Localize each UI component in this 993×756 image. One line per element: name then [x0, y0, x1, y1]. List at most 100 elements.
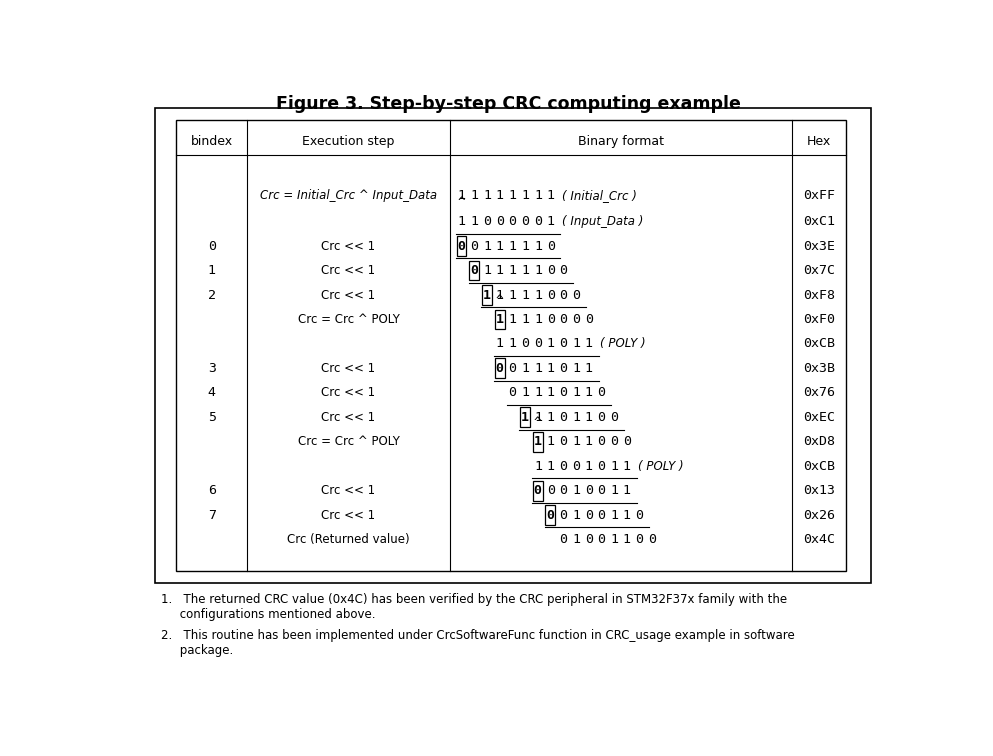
Text: 0: 0: [559, 411, 567, 424]
Text: 1: 1: [585, 435, 593, 448]
Text: 1: 1: [572, 411, 580, 424]
Text: Hex: Hex: [807, 135, 831, 148]
Text: 1: 1: [521, 264, 529, 277]
Text: 0: 0: [547, 264, 555, 277]
Text: 1: 1: [496, 289, 503, 302]
Text: 1: 1: [483, 289, 491, 302]
Text: 1: 1: [508, 289, 516, 302]
Text: 1: 1: [610, 460, 619, 472]
Text: 1: 1: [547, 411, 555, 424]
Text: 0: 0: [521, 215, 529, 228]
Text: 1: 1: [484, 240, 492, 253]
Text: 0x3B: 0x3B: [803, 362, 835, 375]
Text: 0xEC: 0xEC: [803, 411, 835, 424]
Bar: [155, 108, 871, 583]
Text: 0: 0: [585, 533, 593, 546]
Bar: [533, 481, 542, 500]
Text: 0: 0: [559, 362, 567, 375]
Text: 0: 0: [559, 264, 567, 277]
Text: 1: 1: [623, 484, 631, 497]
Text: 0xFF: 0xFF: [803, 189, 835, 202]
Text: Crc (Returned value): Crc (Returned value): [287, 533, 410, 546]
Text: 0xF0: 0xF0: [803, 313, 835, 326]
Text: 1: 1: [623, 460, 631, 472]
Text: 0xCB: 0xCB: [803, 460, 835, 472]
Text: 0: 0: [496, 215, 503, 228]
Text: 0: 0: [559, 460, 567, 472]
Text: 1: 1: [496, 337, 503, 351]
Text: 0: 0: [559, 313, 567, 326]
Bar: [482, 285, 492, 305]
Text: 1: 1: [534, 264, 542, 277]
Text: 0: 0: [533, 484, 542, 497]
Text: 1: 1: [547, 215, 555, 228]
Text: 0: 0: [547, 313, 555, 326]
Text: 0: 0: [471, 240, 479, 253]
Text: 0: 0: [547, 289, 555, 302]
Text: 1: 1: [534, 411, 542, 424]
Text: 0xF8: 0xF8: [803, 289, 835, 302]
Text: 1: 1: [508, 313, 516, 326]
Text: ( POLY ): ( POLY ): [638, 460, 684, 472]
Text: 0x3E: 0x3E: [803, 240, 835, 253]
Text: Crc = Crc ^ POLY: Crc = Crc ^ POLY: [298, 313, 399, 326]
Text: 0: 0: [534, 215, 542, 228]
Text: 0x13: 0x13: [803, 484, 835, 497]
Text: 1: 1: [484, 264, 492, 277]
Text: 1: 1: [585, 460, 593, 472]
Text: 0: 0: [458, 240, 466, 253]
Text: 0: 0: [484, 215, 492, 228]
Text: 1: 1: [572, 533, 580, 546]
Text: 0: 0: [559, 509, 567, 522]
Bar: [533, 432, 542, 451]
Text: ( Input_Data ): ( Input_Data ): [562, 215, 643, 228]
Text: 0: 0: [546, 509, 554, 522]
Text: Crc << 1: Crc << 1: [322, 289, 375, 302]
Text: 1: 1: [585, 362, 593, 375]
Text: 1: 1: [484, 189, 492, 202]
Text: 0x76: 0x76: [803, 386, 835, 399]
Text: 1: 1: [534, 362, 542, 375]
Text: Crc << 1: Crc << 1: [322, 264, 375, 277]
Text: 1: 1: [534, 189, 542, 202]
Text: Crc = Crc ^ POLY: Crc = Crc ^ POLY: [298, 435, 399, 448]
Text: 0x26: 0x26: [803, 509, 835, 522]
Text: 0: 0: [547, 240, 555, 253]
Text: 0: 0: [559, 533, 567, 546]
Text: 1: 1: [496, 313, 503, 326]
Text: 0xCB: 0xCB: [803, 337, 835, 351]
Text: 1: 1: [534, 386, 542, 399]
Text: 1: 1: [508, 240, 516, 253]
Text: Crc << 1: Crc << 1: [322, 362, 375, 375]
Text: 1: 1: [533, 435, 542, 448]
Text: 3: 3: [208, 362, 215, 375]
Text: 0xC1: 0xC1: [803, 215, 835, 228]
Text: ^: ^: [533, 416, 541, 429]
Bar: [520, 407, 530, 427]
Text: 0: 0: [559, 435, 567, 448]
Text: 1: 1: [471, 215, 479, 228]
Text: 1: 1: [610, 509, 619, 522]
Text: 1.   The returned CRC value (0x4C) has been verified by the CRC peripheral in ST: 1. The returned CRC value (0x4C) has bee…: [161, 593, 787, 621]
Text: 1: 1: [623, 533, 631, 546]
Text: 0xD8: 0xD8: [803, 435, 835, 448]
Text: 1: 1: [534, 289, 542, 302]
Text: 1: 1: [496, 189, 503, 202]
Text: 0: 0: [208, 240, 215, 253]
Text: 0: 0: [598, 411, 606, 424]
Text: 0: 0: [559, 484, 567, 497]
Text: 1: 1: [572, 484, 580, 497]
Text: 1: 1: [521, 289, 529, 302]
Text: 0: 0: [508, 362, 516, 375]
Text: 1: 1: [623, 509, 631, 522]
Text: ( Initial_Crc ): ( Initial_Crc ): [562, 189, 637, 202]
Text: 0x7C: 0x7C: [803, 264, 835, 277]
Text: 1: 1: [547, 362, 555, 375]
Text: 1: 1: [610, 484, 619, 497]
Text: 0: 0: [648, 533, 656, 546]
Text: 1: 1: [547, 460, 555, 472]
Text: 1: 1: [521, 411, 529, 424]
Text: 6: 6: [208, 484, 215, 497]
Text: 0: 0: [598, 509, 606, 522]
Text: 1: 1: [508, 264, 516, 277]
